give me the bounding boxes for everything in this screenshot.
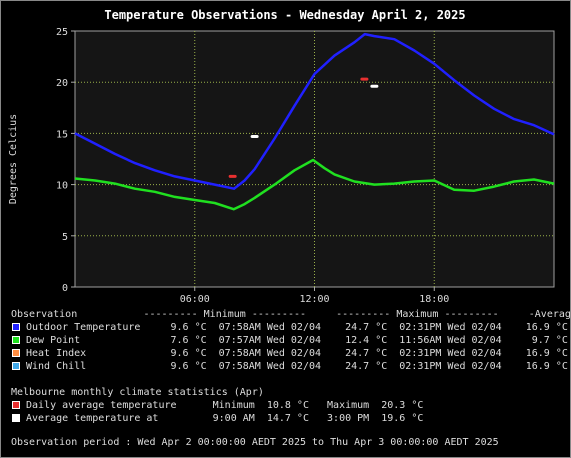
climate-row-daily-average: Daily average temperature Minimum 10.8 °… <box>26 400 424 411</box>
climate-swatch-daily-average <box>12 401 20 409</box>
legend-header: Observation --------- Minimum --------- … <box>11 309 571 320</box>
legend-row-wind-chill: Wind Chill 9.6 °C 07:58AM Wed 02/04 24.7… <box>26 361 568 372</box>
x-tick-label: 06:00 <box>180 294 210 305</box>
climate-row-average-at: Average temperature at 9:00 AM 14.7 °C 3… <box>26 413 424 424</box>
climate-marker-daily-average-temperature <box>360 77 369 81</box>
y-tick-label: 15 <box>56 129 68 140</box>
chart-title: Temperature Observations - Wednesday Apr… <box>104 8 465 22</box>
climate-swatch-average-at <box>12 414 20 422</box>
legend-swatch-dew-point <box>12 336 20 344</box>
climate-title: Melbourne monthly climate statistics (Ap… <box>11 387 264 398</box>
legend-row-heat-index: Heat Index 9.6 °C 07:58AM Wed 02/04 24.7… <box>26 348 568 359</box>
climate-marker-average-temperature-at <box>250 134 259 138</box>
observation-period: Observation period : Wed Apr 2 00:00:00 … <box>11 437 499 448</box>
y-axis-label: Degrees Celcius <box>8 114 19 204</box>
x-tick-label: 18:00 <box>419 294 449 305</box>
legend-row-outdoor-temperature: Outdoor Temperature 9.6 °C 07:58AM Wed 0… <box>26 322 568 333</box>
legend-swatch-heat-index <box>12 349 20 357</box>
temperature-chart: Temperature Observations - Wednesday Apr… <box>8 8 555 305</box>
series-line-dew-point <box>74 158 555 211</box>
plot-area <box>74 30 555 288</box>
x-tick-label: 12:00 <box>299 294 329 305</box>
legend-row-dew-point: Dew Point 7.6 °C 07:57AM Wed 02/04 12.4 … <box>26 335 568 346</box>
climate-marker-daily-average-temperature <box>228 174 237 178</box>
y-tick-label: 10 <box>56 181 68 192</box>
y-tick-label: 0 <box>62 283 68 294</box>
y-tick-label: 25 <box>56 27 68 38</box>
y-tick-label: 20 <box>56 78 68 89</box>
legend-swatch-wind-chill <box>12 362 20 370</box>
y-tick-label: 5 <box>62 232 68 243</box>
legend-swatch-outdoor <box>12 323 20 331</box>
climate-marker-average-temperature-at <box>370 84 379 88</box>
series-line-outdoor-temperature <box>74 32 555 190</box>
